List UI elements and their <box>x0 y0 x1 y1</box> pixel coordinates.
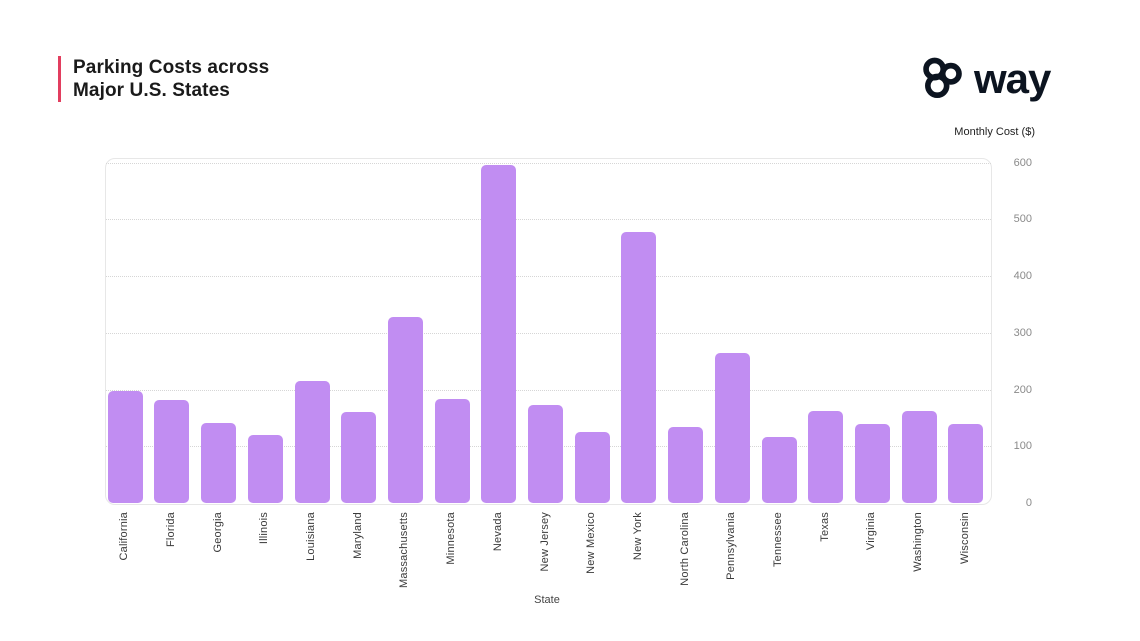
x-tick-pennsylvania: Pennsylvania <box>725 512 737 585</box>
x-tick-label: Nevada <box>491 512 504 552</box>
x-tick-california: California <box>118 512 130 565</box>
brand-logo-text: way <box>974 55 1051 102</box>
bar-louisiana <box>294 381 330 503</box>
x-tick-minnesota: Minnesota <box>445 512 457 570</box>
bar-north-carolina <box>668 427 704 503</box>
gridline-200 <box>106 389 991 391</box>
bar-minnesota <box>434 399 470 503</box>
gridline-500 <box>106 219 991 221</box>
x-tick-florida: Florida <box>165 512 177 552</box>
gridline-300 <box>106 332 991 334</box>
y-tick-100: 100 <box>1013 440 1032 453</box>
x-tick-label: Wisconsin <box>958 512 971 564</box>
x-tick-label: Minnesota <box>445 512 458 565</box>
y-tick-200: 200 <box>1013 383 1032 396</box>
plot-area <box>105 158 992 505</box>
page-title-line1: Parking Costs across <box>73 57 270 78</box>
x-tick-new-jersey: New Jersey <box>539 512 551 576</box>
x-tick-louisiana: Louisiana <box>305 512 317 566</box>
bar-florida <box>154 400 190 503</box>
brand-logo: way <box>920 55 1051 102</box>
x-tick-label: Louisiana <box>305 512 317 561</box>
x-tick-wisconsin: Wisconsin <box>959 512 971 569</box>
x-tick-massachusetts: Massachusetts <box>398 512 410 593</box>
bar-tennessee <box>761 436 797 503</box>
x-tick-washington: Washington <box>912 512 924 577</box>
bar-virginia <box>854 423 890 503</box>
y-tick-0: 0 <box>1025 497 1032 509</box>
bar-pennsylvania <box>714 353 750 503</box>
x-axis-title: State <box>534 594 560 606</box>
bar-wisconsin <box>948 423 984 503</box>
x-tick-label: North Carolina <box>678 512 691 586</box>
x-tick-georgia: Georgia <box>212 512 224 558</box>
chart-title-block: Parking Costs across Major U.S. States <box>58 56 269 102</box>
x-tick-label: Virginia <box>865 512 878 551</box>
y-tick-600: 600 <box>1013 156 1032 169</box>
bar-california <box>107 390 143 503</box>
x-tick-maryland: Maryland <box>352 512 364 564</box>
x-tick-label: Illinois <box>258 512 271 545</box>
x-tick-label: California <box>118 512 131 561</box>
x-tick-label: Washington <box>912 512 925 572</box>
x-tick-new-mexico: New Mexico <box>585 512 597 579</box>
y-axis-title: Monthly Cost ($) <box>954 126 1035 138</box>
x-tick-illinois: Illinois <box>258 512 270 549</box>
bar-illinois <box>247 434 283 503</box>
x-tick-tennessee: Tennessee <box>772 512 784 572</box>
page-title: Parking Costs across Major U.S. States <box>73 56 269 102</box>
x-tick-nevada: Nevada <box>492 512 504 556</box>
title-accent-bar <box>58 56 61 102</box>
x-tick-label: New York <box>631 512 644 561</box>
bar-texas <box>808 410 844 503</box>
x-tick-label: Georgia <box>211 512 224 553</box>
x-tick-label: New Mexico <box>585 512 598 574</box>
bar-new-jersey <box>528 405 563 503</box>
x-tick-label: Tennessee <box>772 512 784 568</box>
bar-washington <box>901 411 937 503</box>
way-rings-icon <box>923 57 962 99</box>
x-tick-texas: Texas <box>819 512 831 547</box>
bar-georgia <box>201 423 237 503</box>
bar-nevada <box>481 165 517 503</box>
bar-massachusetts <box>387 316 423 503</box>
x-tick-label: Texas <box>818 512 831 542</box>
x-tick-label: Massachusetts <box>398 512 411 588</box>
gridline-600 <box>106 162 991 164</box>
y-tick-300: 300 <box>1013 326 1032 339</box>
x-tick-virginia: Virginia <box>865 512 877 555</box>
x-tick-label: Florida <box>164 512 177 548</box>
x-tick-label: Pennsylvania <box>725 512 738 580</box>
bar-new-mexico <box>574 432 610 503</box>
y-tick-500: 500 <box>1013 213 1032 226</box>
x-tick-label: New Jersey <box>538 512 551 572</box>
gridline-400 <box>106 276 991 278</box>
y-tick-400: 400 <box>1013 270 1032 283</box>
bar-maryland <box>341 412 377 503</box>
x-tick-north-carolina: North Carolina <box>679 512 691 591</box>
page-title-line2: Major U.S. States <box>73 80 230 101</box>
x-tick-new-york: New York <box>632 512 644 565</box>
bar-new-york <box>621 232 657 503</box>
x-tick-label: Maryland <box>351 512 364 559</box>
